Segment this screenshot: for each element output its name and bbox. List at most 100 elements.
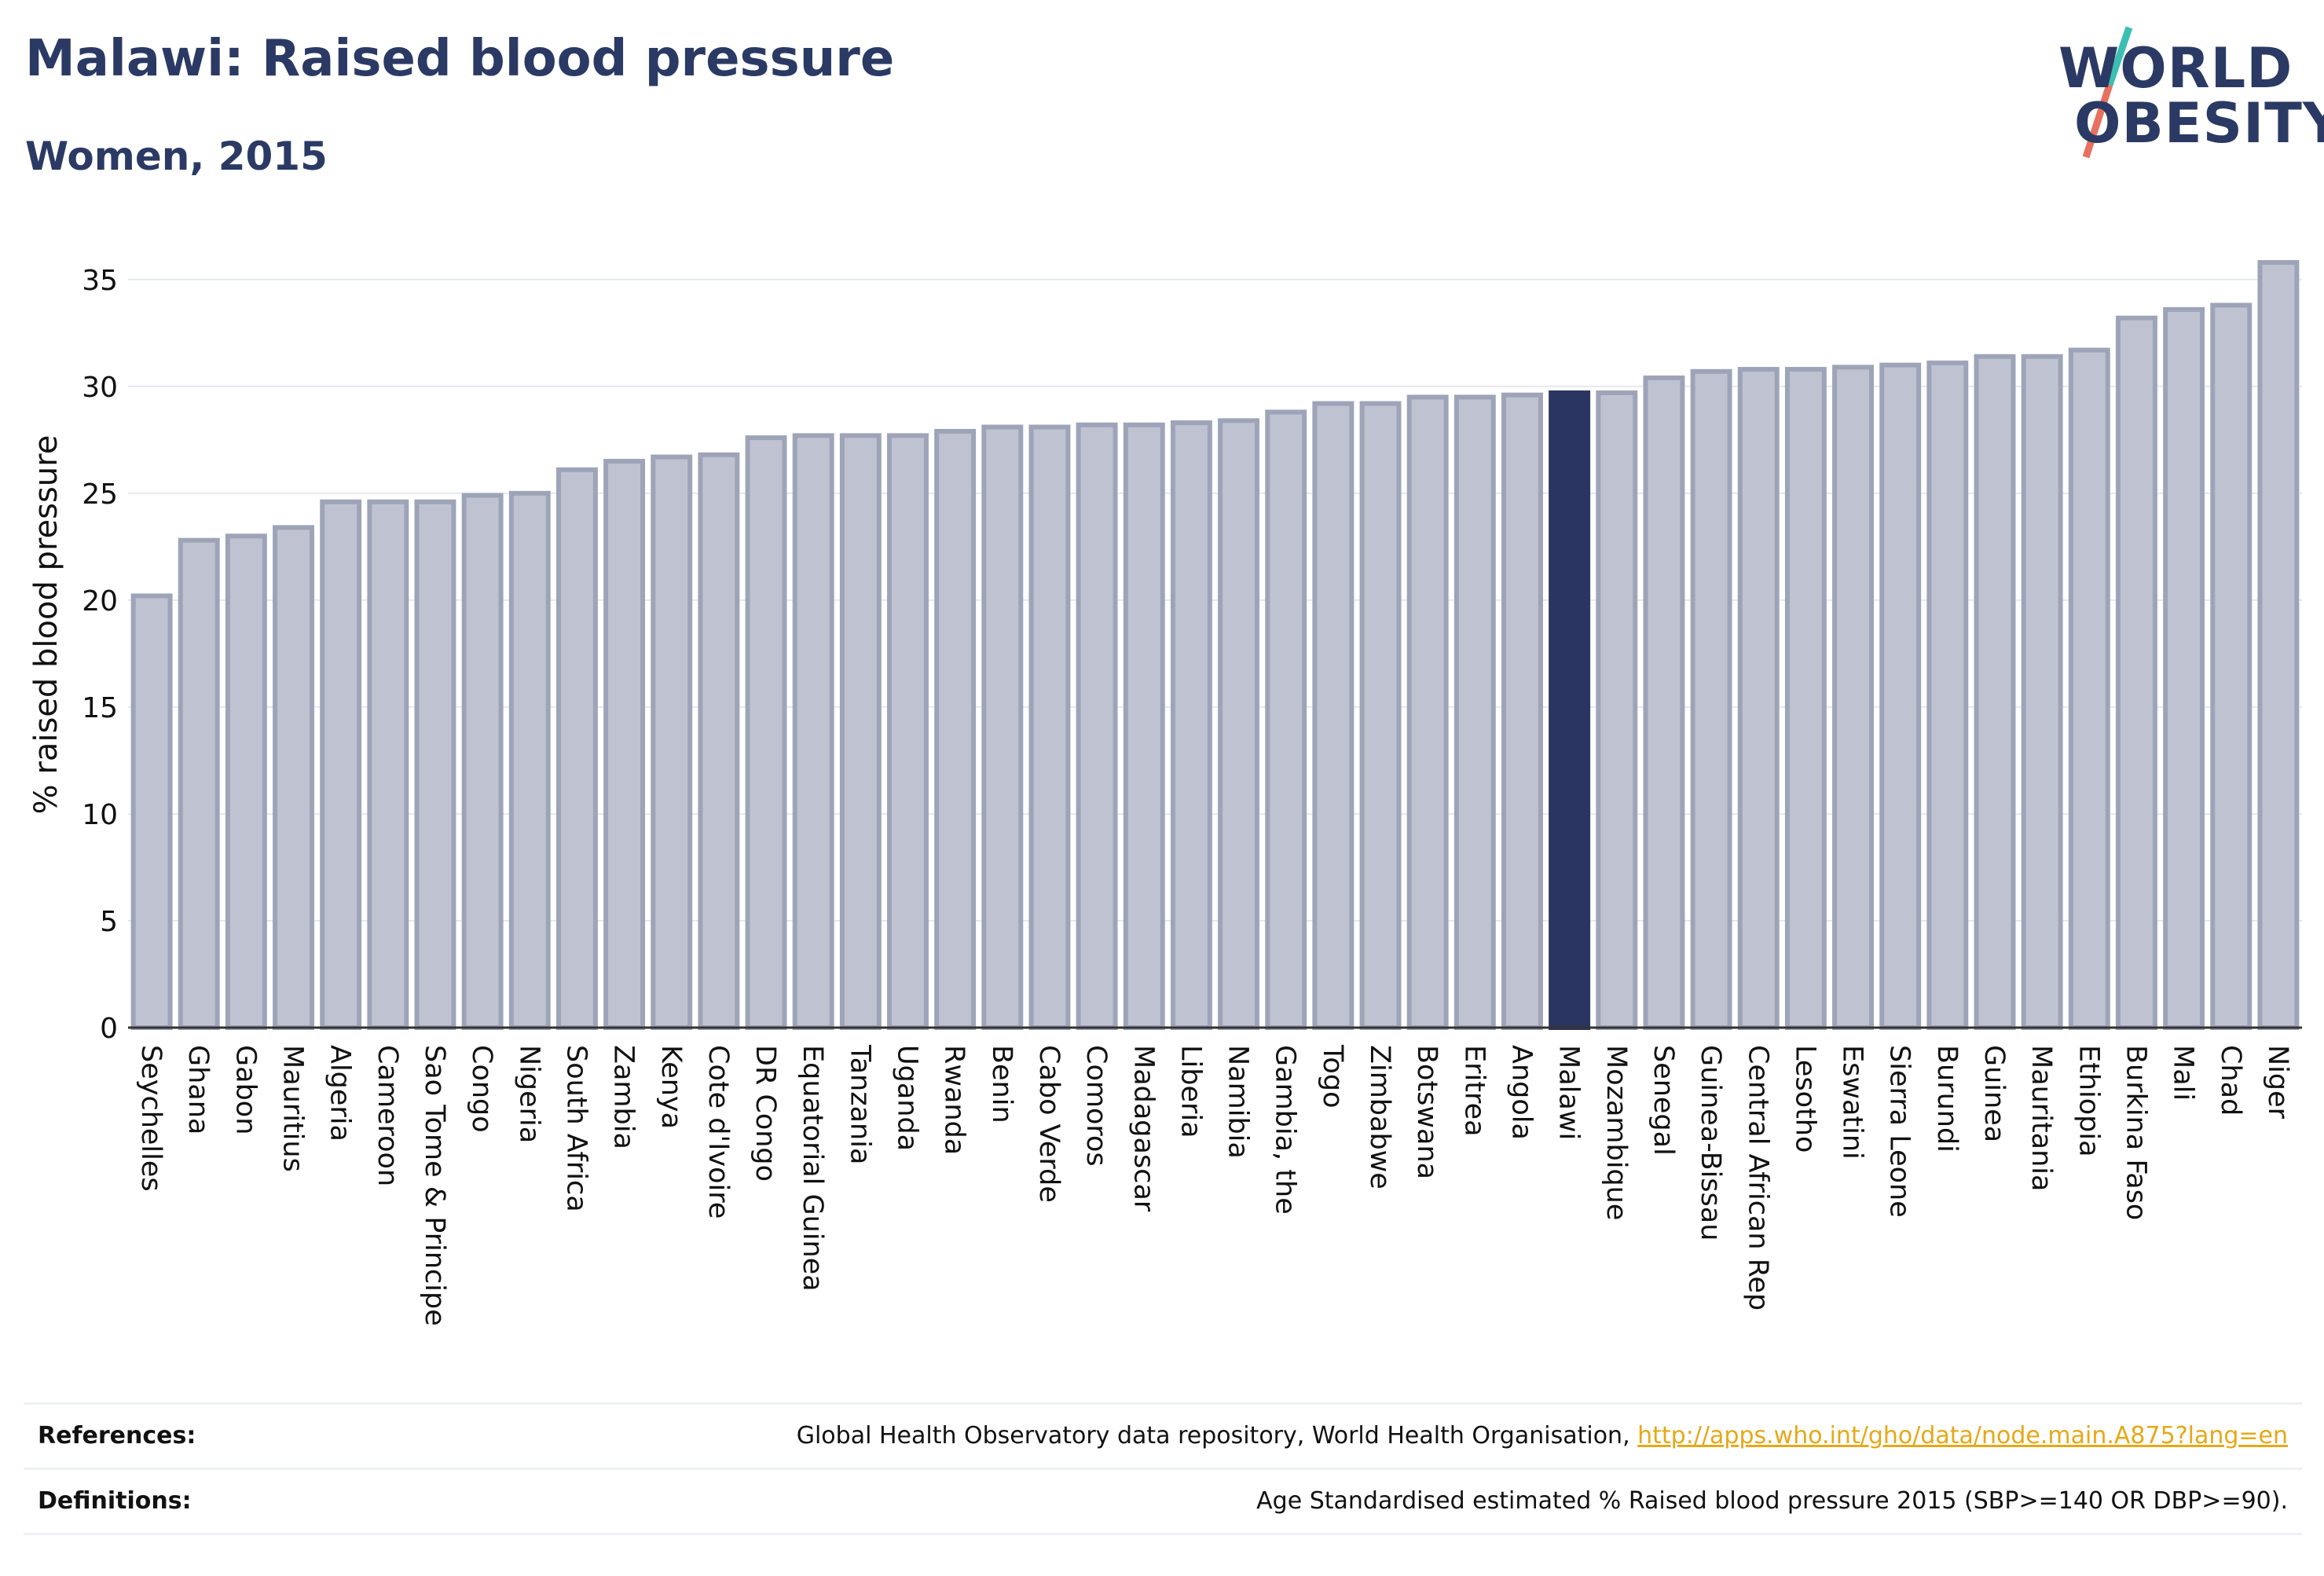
x-tick-label: Congo (466, 1045, 497, 1133)
definitions-row: Definitions: Age Standardised estimated … (24, 1468, 2302, 1533)
bar-mauritania[interactable] (2021, 354, 2063, 1031)
x-tick-label: Angola (1505, 1045, 1537, 1140)
bar-guinea-bissau[interactable] (1690, 368, 1732, 1030)
x-tick-label: Burundi (1931, 1045, 1963, 1153)
x-tick-label: Guinea-Bissau (1695, 1045, 1726, 1241)
bar-nigeria[interactable] (508, 490, 551, 1030)
x-tick-label: Togo (1317, 1044, 1348, 1108)
bar-mali[interactable] (2163, 306, 2205, 1031)
x-tick-label: Ethiopia (2073, 1045, 2104, 1157)
bar-liberia[interactable] (1170, 420, 1212, 1030)
world-obesity-logo: WORLD OBESITY (2043, 24, 2324, 165)
bar-guinea[interactable] (1974, 354, 2016, 1031)
y-axis-label: % raised blood pressure (28, 435, 64, 815)
bar-madagascar[interactable] (1123, 422, 1165, 1030)
x-tick-label: Benin (986, 1045, 1017, 1123)
references-link[interactable]: http://apps.who.int/gho/data/node.main.A… (1637, 1422, 2288, 1450)
x-tick-label: Mauritius (277, 1045, 309, 1172)
bar-chart: 0 5 10 15 20 25 30 35 Seychelles Ghana Gabon Maurit… (28, 260, 2302, 1326)
bar-burkina-faso[interactable] (2116, 315, 2157, 1030)
x-tick-label: Senegal (1648, 1045, 1679, 1156)
bar-mauritius[interactable] (273, 525, 314, 1030)
bar-zambia[interactable] (603, 459, 646, 1030)
bar-cameroon[interactable] (367, 499, 409, 1031)
axes: 0 5 10 15 20 25 30 35 Seychelles Ghana Gabon Maurit… (82, 265, 2302, 1326)
x-tick-label: Ghana (182, 1045, 214, 1134)
y-tick-label: 25 (82, 478, 118, 511)
bar-dr-congo[interactable] (745, 435, 787, 1030)
bar-benin[interactable] (981, 424, 1024, 1031)
x-tick-label: Liberia (1175, 1045, 1206, 1138)
x-tick-label: DR Congo (750, 1045, 781, 1182)
y-tick-label: 0 (100, 1013, 118, 1045)
bar-cote-d-ivoire[interactable] (698, 452, 740, 1031)
x-tick-label: Central African Rep (1742, 1045, 1773, 1310)
footer-bottom-divider (24, 1533, 2302, 1536)
bar-sierra-leone[interactable] (1879, 362, 1922, 1031)
references-row: References: Global Health Observatory da… (24, 1402, 2302, 1468)
x-tick-label: Namibia (1222, 1045, 1254, 1159)
x-tick-label: Mali (2168, 1045, 2199, 1101)
bar-lesotho[interactable] (1784, 367, 1827, 1030)
bar-botswana[interactable] (1406, 394, 1449, 1030)
x-tick-label: Madagascar (1127, 1045, 1159, 1212)
bar-gabon[interactable] (225, 533, 267, 1030)
bar-mozambique[interactable] (1596, 390, 1638, 1030)
x-tick-label: Botswana (1411, 1045, 1442, 1179)
x-tick-label: Uganda (892, 1045, 923, 1151)
bar-zimbabwe[interactable] (1359, 401, 1402, 1031)
x-tick-label: Kenya (655, 1045, 687, 1129)
bar-congo[interactable] (461, 493, 504, 1030)
x-tick-label: Eswatini (1837, 1045, 1868, 1160)
bar-burundi[interactable] (1926, 360, 1969, 1030)
x-tick-label: Malawi (1553, 1045, 1585, 1140)
x-tick-label: Zimbabwe (1364, 1045, 1395, 1189)
bar-central-african-rep[interactable] (1737, 367, 1780, 1030)
references-text: Global Health Observatory data repositor… (796, 1422, 1638, 1450)
x-tick-label: Mauritania (2025, 1045, 2057, 1191)
x-tick-label: Comoros (1080, 1045, 1112, 1167)
bar-tanzania[interactable] (839, 433, 882, 1031)
bar-eritrea[interactable] (1453, 394, 1496, 1030)
x-tick-label: Cote d'Ivoire (702, 1045, 734, 1219)
x-tick-label: Lesotho (1789, 1045, 1820, 1153)
bar-ethiopia[interactable] (2068, 347, 2110, 1030)
bar-ghana[interactable] (178, 537, 220, 1030)
y-tick-label: 10 (82, 799, 118, 831)
bar-niger[interactable] (2257, 260, 2300, 1031)
bar-equatorial-guinea[interactable] (792, 433, 834, 1031)
bar-rwanda[interactable] (934, 428, 977, 1031)
bar-cabo-verde[interactable] (1028, 424, 1071, 1031)
bar-malawi[interactable] (1549, 390, 1591, 1030)
references-label: References: (38, 1422, 196, 1450)
bar-togo[interactable] (1312, 401, 1354, 1031)
bar-namibia[interactable] (1218, 418, 1260, 1030)
bar-uganda[interactable] (887, 433, 929, 1031)
x-tick-label: Equatorial Guinea (797, 1045, 828, 1292)
x-tick-label: Sierra Leone (1884, 1045, 1915, 1218)
x-tick-label: Seychelles (135, 1045, 167, 1192)
x-tick-label: Burkina Faso (2120, 1045, 2151, 1220)
bar-gambia-the[interactable] (1265, 409, 1307, 1030)
y-tick-label: 15 (82, 692, 118, 724)
bar-sao-tome-principe[interactable] (414, 499, 456, 1031)
y-tick-label: 35 (82, 265, 118, 297)
bar-angola[interactable] (1501, 392, 1543, 1030)
bar-senegal[interactable] (1643, 375, 1685, 1030)
bar-eswatini[interactable] (1832, 365, 1875, 1030)
x-tick-label: Chad (2215, 1045, 2246, 1116)
bars (130, 260, 2300, 1031)
x-tick-label: South Africa (560, 1045, 592, 1212)
bar-chad[interactable] (2210, 302, 2253, 1031)
x-tick-label: Gabon (229, 1045, 261, 1134)
x-tick-label: Cabo Verde (1033, 1045, 1065, 1203)
bar-comoros[interactable] (1076, 422, 1118, 1030)
bar-seychelles[interactable] (130, 593, 173, 1030)
bar-kenya[interactable] (651, 454, 693, 1030)
bar-algeria[interactable] (320, 499, 362, 1031)
definitions-label: Definitions: (38, 1487, 192, 1515)
x-tick-label: Nigeria (513, 1045, 544, 1143)
chart-subtitle: Women, 2015 (25, 134, 328, 179)
bar-south-africa[interactable] (555, 467, 598, 1030)
chart-title: Malawi: Raised blood pressure (25, 30, 895, 88)
